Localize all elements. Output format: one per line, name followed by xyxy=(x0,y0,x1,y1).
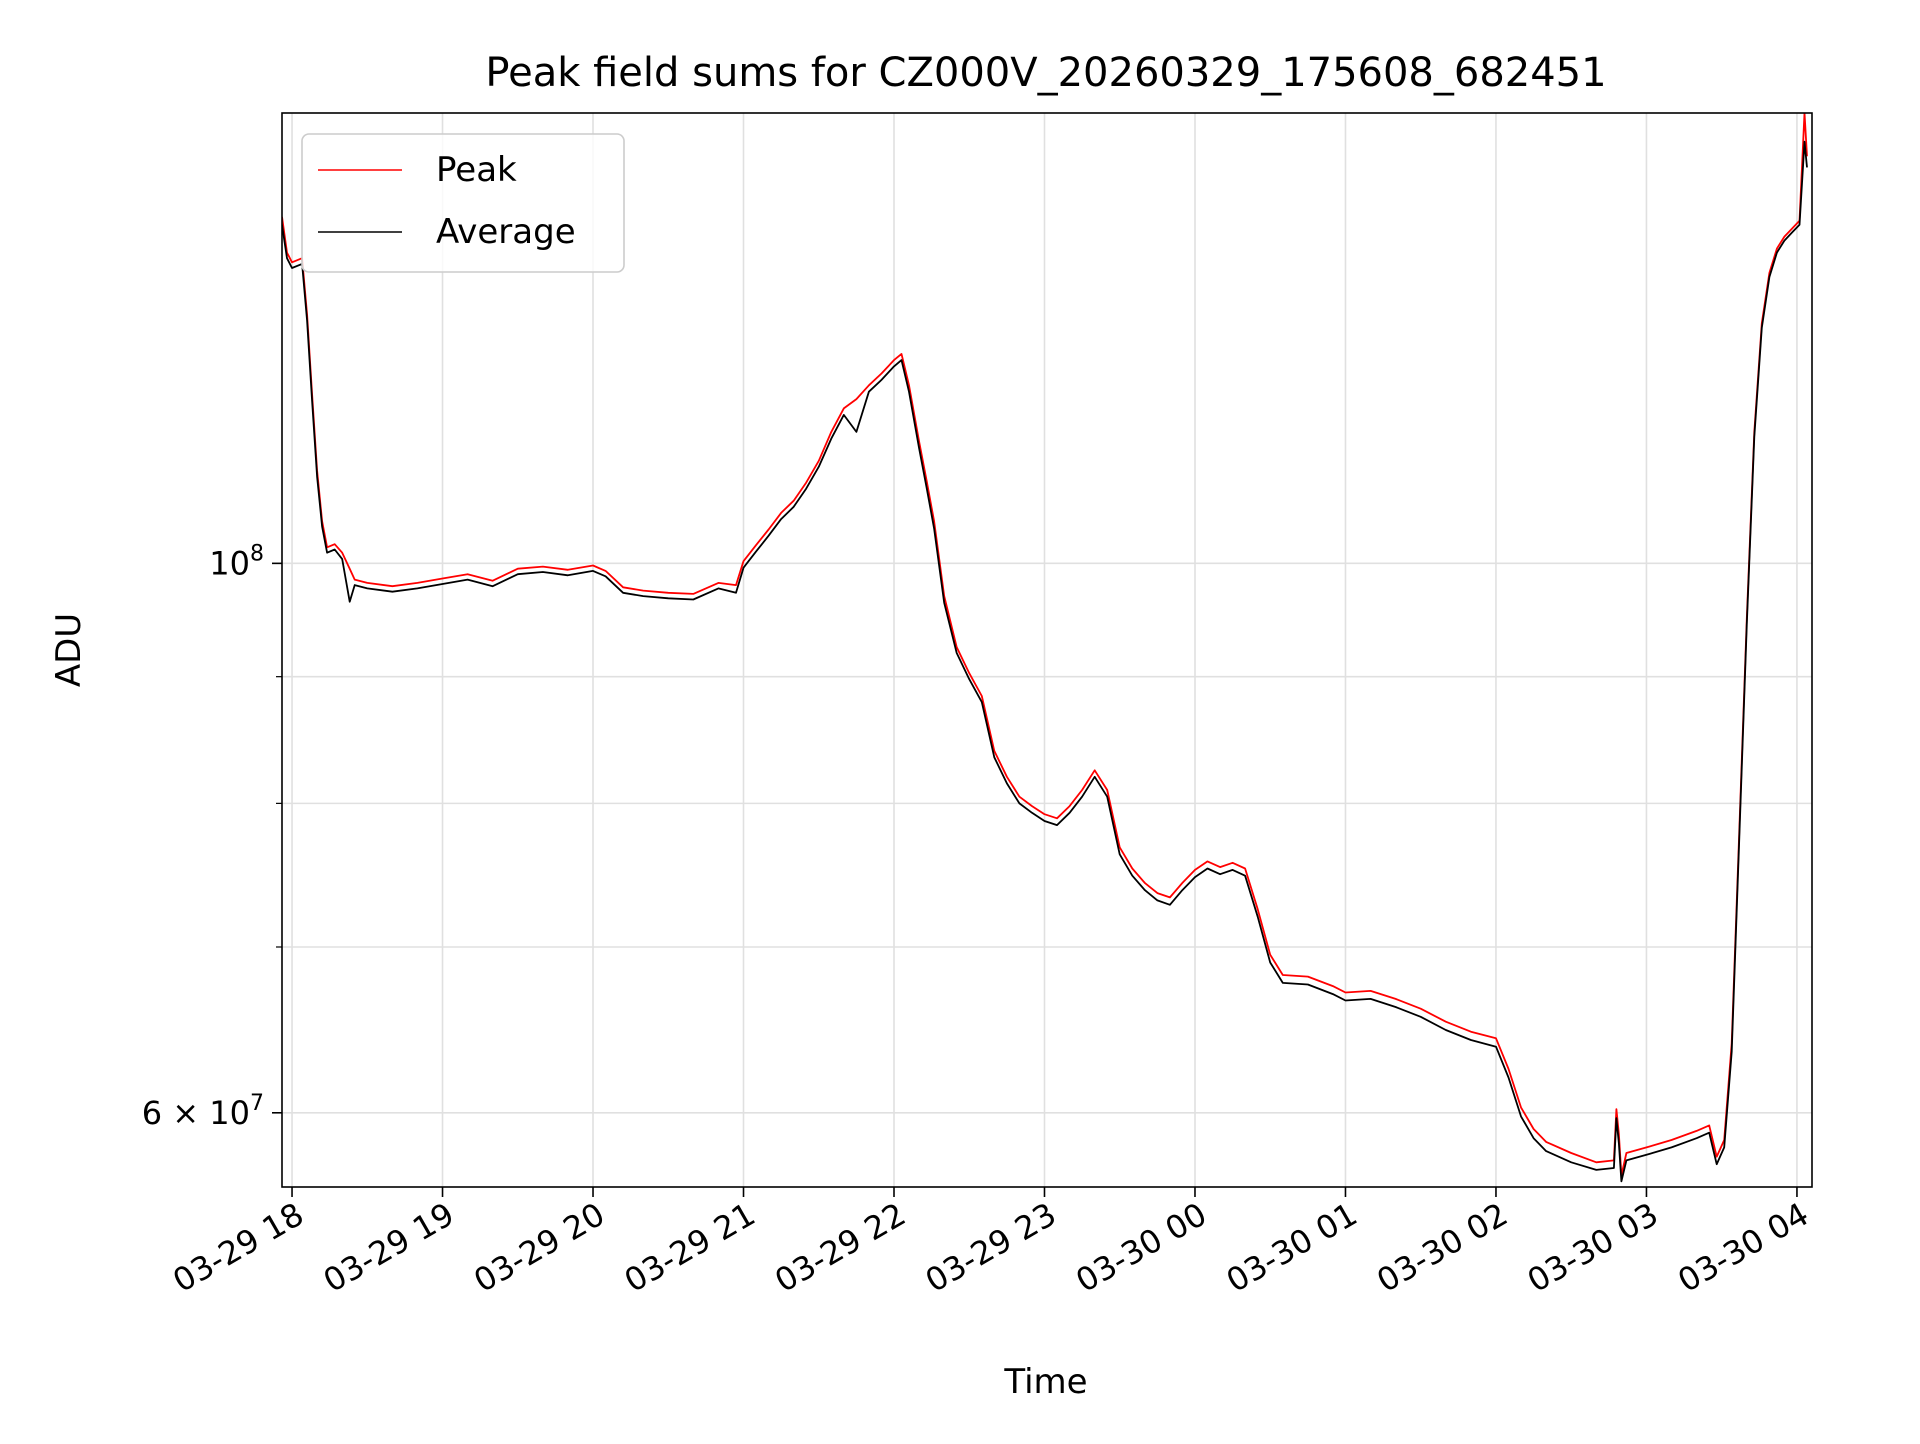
x-axis-label: Time xyxy=(1003,1362,1087,1402)
legend-box xyxy=(301,133,625,273)
series-layer xyxy=(282,113,1808,1183)
y-axis-ticks: 6 × 107 108 xyxy=(142,541,282,1132)
series-line-peak xyxy=(282,113,1808,1177)
y-axis-label: ADU xyxy=(49,613,89,687)
plot-frame xyxy=(281,112,1813,1188)
y-tick-label: 6 × 107 xyxy=(142,1091,264,1132)
legend-peak-label: Peak xyxy=(436,150,517,190)
chart-title: Peak field sums for CZ000V_20260329_1756… xyxy=(485,50,1606,96)
legend: Peak Average xyxy=(301,133,625,273)
legend-average-label: Average xyxy=(436,212,576,252)
grid-layer xyxy=(282,113,1812,1187)
series-line-average xyxy=(282,140,1808,1183)
y-tick-label: 108 xyxy=(209,541,264,582)
